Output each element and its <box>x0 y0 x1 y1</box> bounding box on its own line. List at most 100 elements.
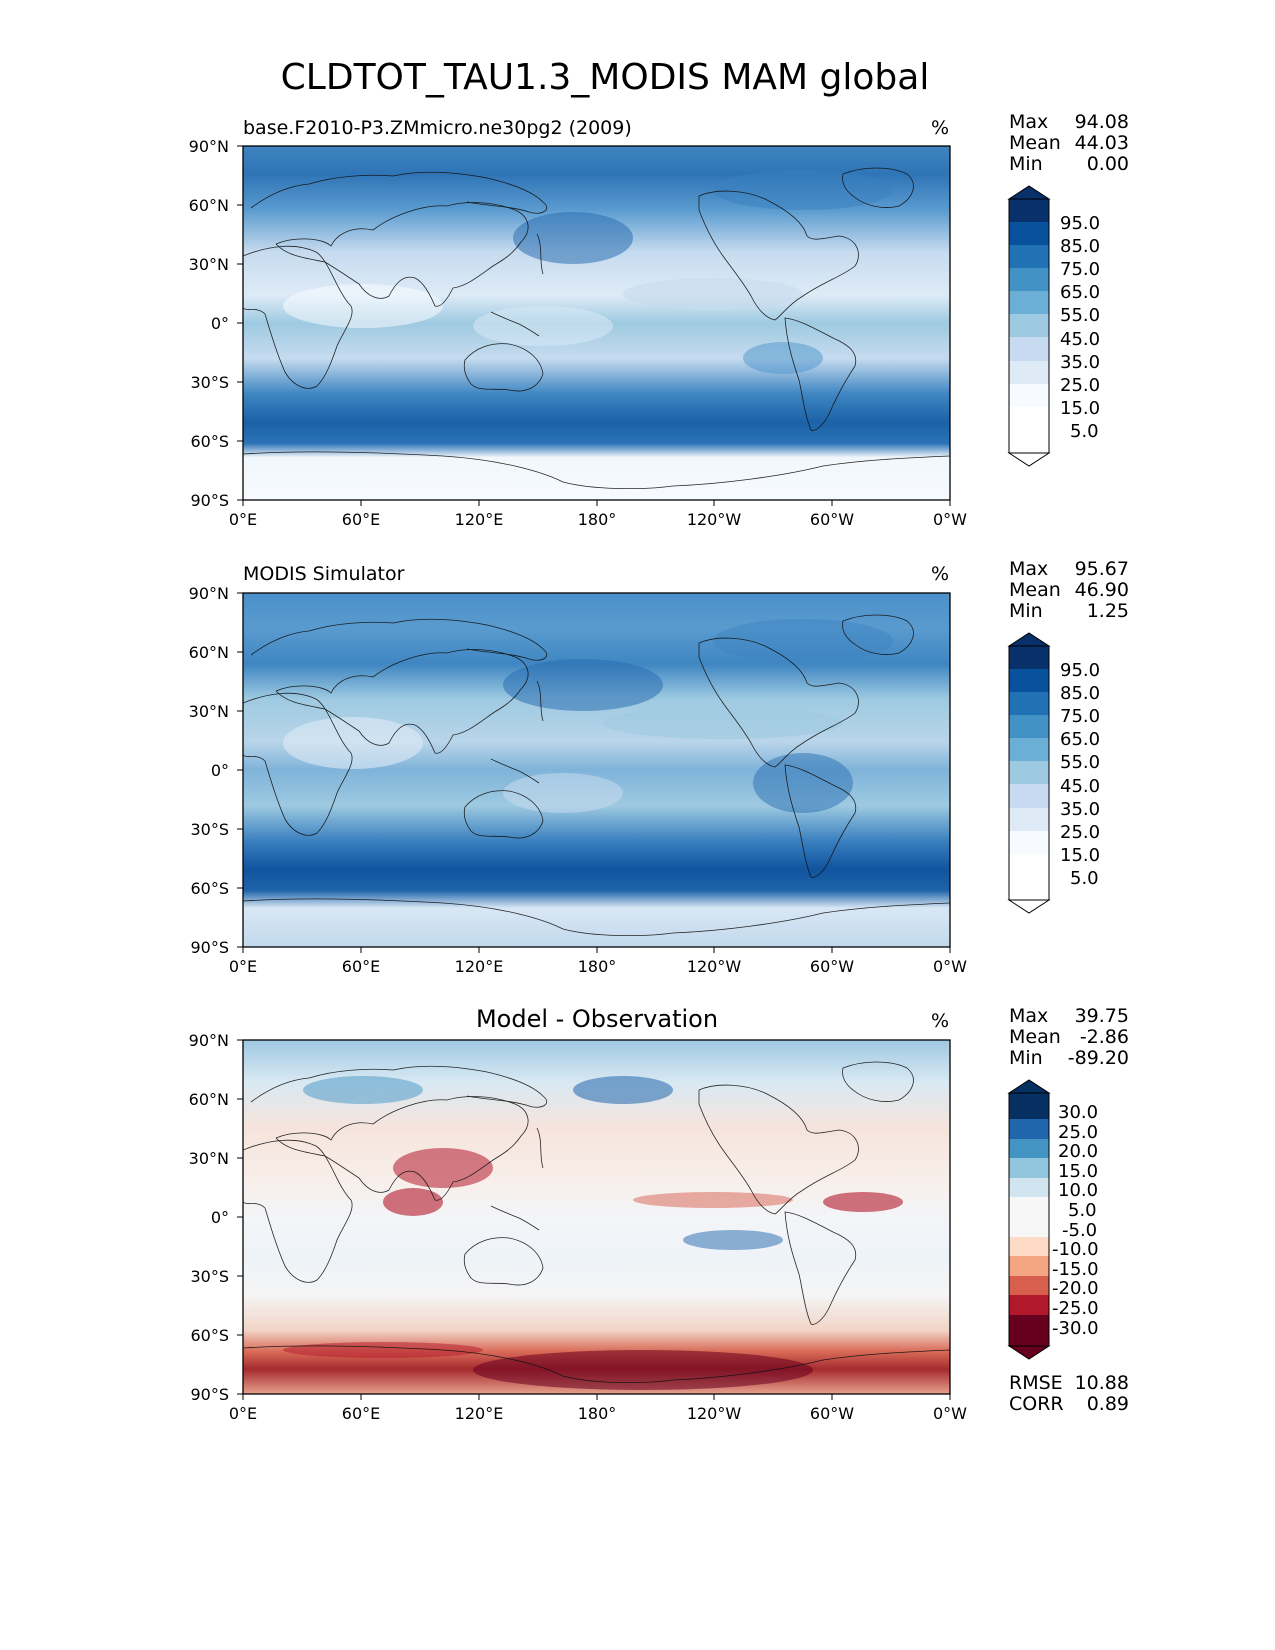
colorbar-label: 75.0 <box>1060 259 1100 280</box>
lat-tick-label: 60°S <box>190 1326 229 1345</box>
colorbar-label: 85.0 <box>1060 236 1100 257</box>
stat-mean-value: 46.90 <box>1075 579 1129 601</box>
metric-rmse-label: RMSE <box>1009 1372 1063 1394</box>
panel-reference-lon-axis: 0°E 60°E 120°E 180° 120°W 60°W 0°W <box>229 947 967 976</box>
lat-tick-label: 90°N <box>189 1031 229 1050</box>
lon-tick-label: 60°E <box>342 957 380 976</box>
colorbar-label: 30.0 <box>1058 1102 1098 1123</box>
panel-difference-lat-axis: 90°N 60°N 30°N 0° 30°S 60°S 90°S <box>189 1031 243 1404</box>
lat-tick-label: 60°N <box>189 1090 229 1109</box>
colorbar-label: 55.0 <box>1060 752 1100 773</box>
panel-difference-title: Model - Observation <box>476 1005 718 1033</box>
colorbar-label: 35.0 <box>1060 799 1100 820</box>
lat-tick-label: 90°N <box>189 137 229 156</box>
lat-tick-label: 90°S <box>190 1385 229 1404</box>
stat-min-label: Min <box>1009 153 1043 175</box>
lon-tick-label: 0°E <box>229 510 257 529</box>
stat-mean-value: -2.86 <box>1080 1026 1129 1048</box>
panel-test-lat-axis: 90°N 60°N 30°N 0° 30°S 60°S 90°S <box>189 137 243 510</box>
panel-reference-stats: Max 95.67 Mean 46.90 Min 1.25 <box>1009 558 1129 622</box>
lat-tick-label: 30°S <box>190 820 229 839</box>
stat-min-value: 1.25 <box>1087 600 1129 622</box>
lon-tick-label: 180° <box>578 510 617 529</box>
colorbar-label: 25.0 <box>1060 375 1100 396</box>
panel-reference: MODIS Simulator % 90°N 60 <box>189 558 1129 976</box>
stat-min-label: Min <box>1009 600 1043 622</box>
stat-mean-label: Mean <box>1009 132 1061 154</box>
lon-tick-label: 60°E <box>342 510 380 529</box>
metric-corr-label: CORR <box>1009 1393 1064 1415</box>
panel-test-title: base.F2010-P3.ZMmicro.ne30pg2 (2009) <box>243 117 632 139</box>
colorbar-label: 65.0 <box>1060 282 1100 303</box>
lat-tick-label: 0° <box>211 314 229 333</box>
lon-tick-label: 0°W <box>933 957 967 976</box>
panel-reference-map <box>242 592 951 948</box>
lat-tick-label: 0° <box>211 761 229 780</box>
stat-max-value: 95.67 <box>1075 558 1129 580</box>
panel-difference-map <box>242 1039 951 1395</box>
colorbar-label: 15.0 <box>1060 845 1100 866</box>
panel-test-units: % <box>931 117 949 139</box>
lon-tick-label: 0°W <box>933 1404 967 1423</box>
panel-difference-colorbar: 30.0 25.0 20.0 15.0 10.0 5.0 -5.0 -10.0 … <box>1007 1079 1099 1360</box>
panel-reference-lat-axis: 90°N 60°N 30°N 0° 30°S 60°S 90°S <box>189 584 243 957</box>
lat-tick-label: 60°N <box>189 643 229 662</box>
colorbar-label: -15.0 <box>1052 1259 1099 1280</box>
lon-tick-label: 0°W <box>933 510 967 529</box>
colorbar-label: -20.0 <box>1052 1278 1099 1299</box>
panel-test: base.F2010-P3.ZMmicro.ne30pg2 (2009) % <box>189 111 1129 529</box>
lat-tick-label: 60°N <box>189 196 229 215</box>
figure-title: CLDTOT_TAU1.3_MODIS MAM global <box>281 57 930 98</box>
colorbar-label: 35.0 <box>1060 352 1100 373</box>
lon-tick-label: 180° <box>578 957 617 976</box>
colorbar-label: 15.0 <box>1060 398 1100 419</box>
colorbar-label: 55.0 <box>1060 305 1100 326</box>
metric-rmse-value: 10.88 <box>1075 1372 1129 1394</box>
panel-test-map <box>242 145 951 501</box>
panel-test-lon-axis: 0°E 60°E 120°E 180° 120°W 60°W 0°W <box>229 500 967 529</box>
colorbar-label: 5.0 <box>1070 868 1099 889</box>
colorbar-label: 10.0 <box>1058 1180 1098 1201</box>
colorbar-label: 25.0 <box>1058 1122 1098 1143</box>
colorbar-label: -10.0 <box>1052 1239 1099 1260</box>
panel-test-stats: Max 94.08 Mean 44.03 Min 0.00 <box>1009 111 1129 175</box>
colorbar-label: -5.0 <box>1062 1220 1097 1241</box>
colorbar-label: 45.0 <box>1060 329 1100 350</box>
lon-tick-label: 0°E <box>229 1404 257 1423</box>
colorbar-label: 25.0 <box>1060 822 1100 843</box>
panel-reference-title: MODIS Simulator <box>243 563 405 585</box>
stat-max-label: Max <box>1009 558 1048 580</box>
lon-tick-label: 0°E <box>229 957 257 976</box>
lat-tick-label: 60°S <box>190 879 229 898</box>
lat-tick-label: 30°S <box>190 1267 229 1286</box>
stat-max-label: Max <box>1009 111 1048 133</box>
panel-difference-lon-axis: 0°E 60°E 120°E 180° 120°W 60°W 0°W <box>229 1394 967 1423</box>
lon-tick-label: 60°W <box>810 957 854 976</box>
metric-corr-value: 0.89 <box>1087 1393 1129 1415</box>
lon-tick-label: 180° <box>578 1404 617 1423</box>
colorbar-label: 5.0 <box>1068 1200 1097 1221</box>
colorbar-label: 15.0 <box>1058 1161 1098 1182</box>
panel-difference-metrics: RMSE 10.88 CORR 0.89 <box>1009 1372 1129 1415</box>
stat-max-label: Max <box>1009 1005 1048 1027</box>
stat-min-label: Min <box>1009 1047 1043 1069</box>
colorbar-label: 65.0 <box>1060 729 1100 750</box>
lon-tick-label: 120°W <box>687 510 742 529</box>
lat-tick-label: 30°N <box>189 702 229 721</box>
lat-tick-label: 90°N <box>189 584 229 603</box>
lat-tick-label: 0° <box>211 1208 229 1227</box>
panel-difference-units: % <box>931 1010 949 1032</box>
lon-tick-label: 120°E <box>455 1404 504 1423</box>
colorbar-label: 45.0 <box>1060 776 1100 797</box>
stat-min-value: -89.20 <box>1068 1047 1129 1069</box>
colorbar-label: 75.0 <box>1060 706 1100 727</box>
colorbar-label: 95.0 <box>1060 660 1100 681</box>
panel-reference-colorbar: 95.0 85.0 75.0 65.0 55.0 45.0 35.0 25.0 … <box>1007 632 1100 914</box>
stat-mean-value: 44.03 <box>1075 132 1129 154</box>
panel-test-colorbar: 95.0 85.0 75.0 65.0 55.0 45.0 35.0 25.0 … <box>1007 185 1100 467</box>
stat-min-value: 0.00 <box>1087 153 1129 175</box>
colorbar-label: -30.0 <box>1052 1318 1099 1339</box>
lat-tick-label: 90°S <box>190 491 229 510</box>
panel-difference-stats: Max 39.75 Mean -2.86 Min -89.20 <box>1009 1005 1129 1069</box>
